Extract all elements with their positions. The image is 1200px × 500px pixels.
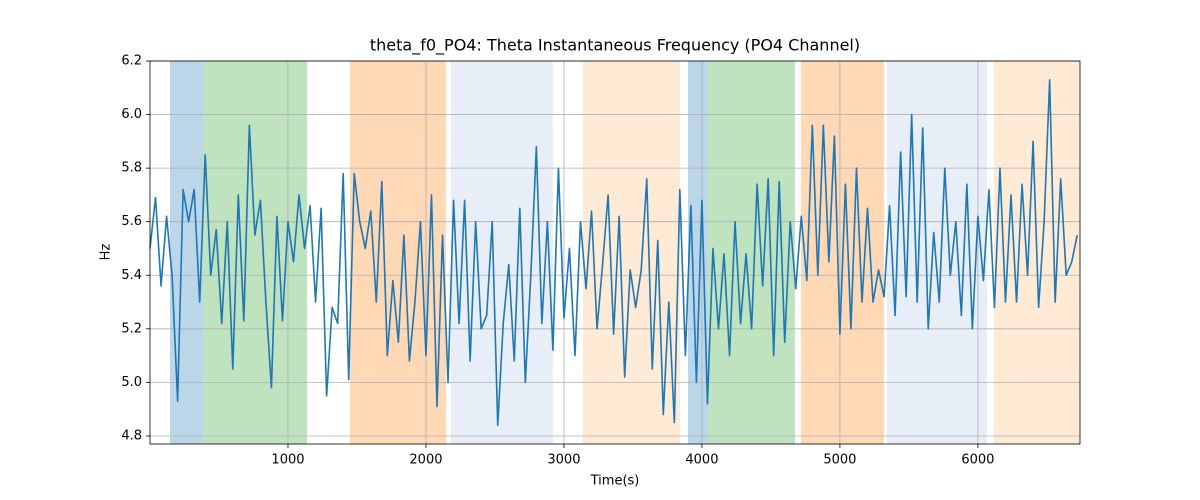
spans: [170, 61, 1080, 444]
x-axis-label: Time(s): [590, 474, 640, 489]
marks: [149, 78, 1079, 427]
data-line: [149, 78, 1079, 427]
shaded-span: [687, 61, 708, 444]
y-axis-label: Hz: [99, 244, 114, 261]
y-tick-label: 4.8: [121, 428, 142, 443]
shaded-span: [202, 61, 308, 444]
y-tick-label: 5.0: [121, 375, 142, 390]
shaded-span: [349, 61, 446, 444]
shaded-span: [886, 61, 987, 444]
x-tick-label: 5000: [823, 453, 856, 468]
y-tick-label: 6.0: [121, 107, 142, 122]
y-tick-label: 5.2: [121, 321, 142, 336]
chart-title: theta_f0_PO4: Theta Instantaneous Freque…: [370, 36, 860, 56]
x-tick-label: 2000: [409, 453, 442, 468]
y-tick-label: 5.6: [121, 214, 142, 229]
shaded-span: [707, 61, 795, 444]
x-tick-label: 4000: [685, 453, 718, 468]
shaded-span: [450, 61, 553, 444]
x-tick-label: 3000: [547, 453, 580, 468]
x-tick-label: 1000: [271, 453, 304, 468]
grid: 1000 2000 3000 4000 5000 6000 4.8 5.0 5.2 5.4 5.6 5…: [121, 54, 1080, 468]
x-tick-label: 6000: [961, 453, 994, 468]
plot-frame: [149, 60, 1081, 445]
y-tick-label: 5.4: [121, 268, 142, 283]
y-tick-label: 5.8: [121, 161, 142, 176]
shaded-span: [582, 61, 680, 444]
y-tick-label: 6.2: [121, 54, 142, 69]
